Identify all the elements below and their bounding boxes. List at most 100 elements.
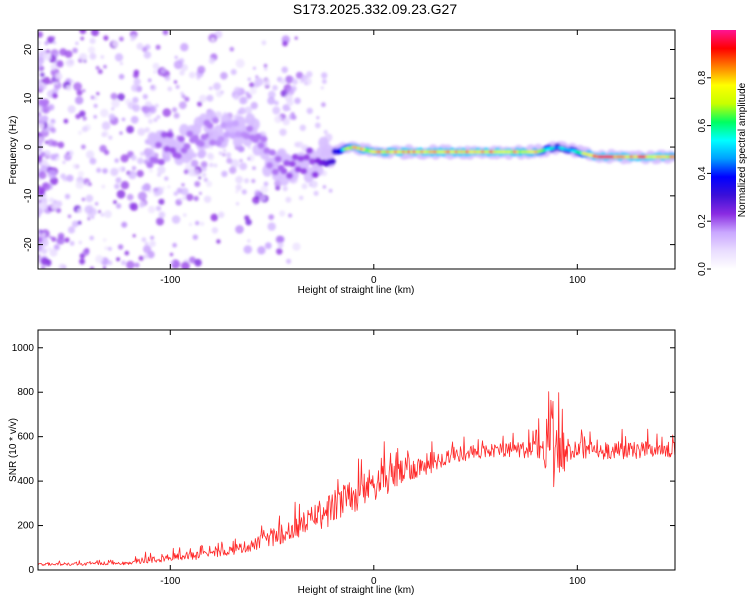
heatmap-speckle [167,185,171,189]
colorbar-tick-label: 0.4 [697,166,708,180]
heatmap-speckle [287,107,291,111]
heatmap-ridge-mid [169,147,177,154]
heatmap-speckle [137,127,146,136]
figure-title: S173.2025.332.09.23.G27 [292,1,458,17]
heatmap-ridge-mid [223,131,231,138]
heatmap-speckle [252,166,256,171]
heatmap-speckle [75,96,84,105]
heatmap-speckle [164,176,169,181]
heatmap-speckle [71,220,79,228]
heatmap-ridge-mid [234,131,242,138]
heatmap-speckle [215,111,222,119]
heatmap-speckle [137,157,144,165]
heatmap-speckle [38,63,42,68]
heatmap-speckle [279,210,286,217]
heatmap-speckle [208,86,213,91]
y-tick-label: 400 [17,476,34,487]
snr-y-label: SNR (10 * v/v) [8,418,19,482]
heatmap-ridge-mid [328,158,336,165]
heatmap-speckle [226,157,233,164]
heatmap-speckle [209,162,214,168]
heatmap-speckle [244,106,253,114]
heatmap-speckle [192,234,198,240]
heatmap-speckle [158,211,166,219]
heatmap-speckle [197,65,206,74]
heatmap-speckle [79,30,87,35]
heatmap-speckle [57,141,65,149]
heatmap-speckle [139,200,146,208]
heatmap-speckle [87,217,91,221]
heatmap-speckle [104,149,110,155]
heatmap-speckle [51,236,57,242]
heatmap-ridge-mid [152,157,160,164]
heatmap-speckle [39,202,47,210]
heatmap-speckle [100,212,105,217]
heatmap-speckle [120,154,129,163]
heatmap-speckle [198,191,202,195]
heatmap-speckle [67,105,76,114]
heatmap-speckle [171,259,180,268]
heatmap-ridge-mid [183,143,191,150]
heatmap-speckle [230,159,240,169]
heatmap-speckle [40,257,49,266]
heatmap-speckle [243,245,253,254]
heatmap-ridge-mid [237,145,245,153]
heatmap-speckle [263,63,268,68]
x-tick-label: 0 [371,275,377,286]
heatmap-speckle [285,196,292,203]
heatmap-speckle [144,127,150,133]
heatmap-speckle [282,117,290,126]
heatmap-speckle [143,245,152,254]
heatmap-ridge-mid [311,171,319,178]
heatmap-speckle [141,46,148,53]
heatmap-speckle [63,118,69,124]
heatmap-speckle [200,161,208,168]
heatmap-ridge-mid [308,158,316,165]
heatmap-speckle [38,84,44,91]
heatmap-speckle [213,82,221,91]
heatmap-ridge-mid [155,141,162,149]
heatmap-speckle [55,72,63,81]
heatmap-speckle [218,151,223,156]
heatmap-speckle [183,213,187,217]
heatmap-speckle [77,208,83,214]
heatmap-speckle [129,202,139,211]
snr-panel: -100 0 100 0 200 400 600 800 1000 Height of str… [8,329,676,596]
heatmap-speckle [172,107,177,113]
heatmap-speckle [57,232,65,240]
heatmap-speckle [249,82,255,88]
heatmap-speckle [229,46,235,52]
heatmap-speckle [51,92,58,99]
spectrogram-x-label: Height of straight line (km) [298,285,415,296]
heatmap-speckle [206,180,213,188]
heatmap-speckle [147,78,152,83]
heatmap-speckle [87,213,92,218]
heatmap-speckle [64,50,73,59]
heatmap-ridge-mid [197,140,205,147]
heatmap-speckle [206,94,214,102]
heatmap-speckle [328,188,333,193]
heatmap-speckle [126,260,135,269]
heatmap-speckle [49,235,53,239]
heatmap-speckle [50,63,57,71]
snr-series-line [38,391,675,566]
heatmap-speckle [221,170,228,178]
heatmap-speckle [131,173,137,179]
heatmap-speckle [107,260,113,266]
heatmap-speckle [66,85,72,91]
heatmap-speckle [268,214,275,221]
heatmap-speckle [38,40,42,46]
heatmap-ridge-mid [163,145,171,153]
heatmap-speckle [55,153,59,157]
heatmap-speckle [101,184,106,189]
heatmap-speckle [89,37,96,45]
heatmap-speckle [164,75,171,81]
heatmap-speckle [118,73,125,80]
heatmap-speckle [39,118,46,125]
heatmap-speckle [96,167,102,173]
heatmap-speckle [54,245,59,250]
heatmap-speckle [264,67,268,71]
heatmap-speckle [180,43,189,52]
colorbar-tick-label: 0.8 [697,70,708,84]
heatmap-speckle [114,158,119,163]
